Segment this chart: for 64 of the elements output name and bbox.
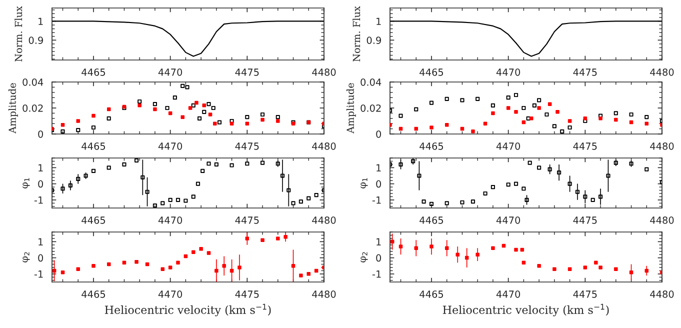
x-tick-label: 4475 <box>573 68 597 76</box>
x-tick-label: 4475 <box>573 142 597 150</box>
x-axis-title: Heliocentric velocity (km s$^{−1}$) <box>104 304 271 316</box>
y-axis-title: φ$_{2}$ <box>22 252 30 262</box>
y-tick-label: 0 <box>38 254 44 262</box>
x-tick-label: 4475 <box>573 216 597 224</box>
y-tick-label: 1 <box>376 164 381 172</box>
x-tick-label: 4470 <box>158 142 182 150</box>
y-tick-label: 0 <box>376 130 382 138</box>
x-tick-label: 4480 <box>312 216 336 224</box>
x-axis-title: Heliocentric velocity (km s$^{−1}$) <box>442 304 609 316</box>
x-tick-label: 4480 <box>312 142 336 150</box>
y-tick-label: 0 <box>38 180 44 188</box>
y-tick-label: 0.02 <box>360 104 381 112</box>
y-axis-title: Amplitude <box>8 83 18 134</box>
x-tick-label: 4475 <box>235 68 259 76</box>
y-tick-label: 0 <box>38 130 44 138</box>
y-tick-label: 0.04 <box>360 78 382 86</box>
x-tick-label: 4465 <box>82 142 106 150</box>
y-tick-label: 1 <box>38 18 43 25</box>
x-tick-label: 4480 <box>650 216 674 224</box>
x-tick-label: 4470 <box>496 68 520 76</box>
y-tick-label: 0.9 <box>366 36 381 44</box>
y-tick-label: 0 <box>376 254 382 262</box>
x-tick-label: 4470 <box>496 142 520 150</box>
x-tick-label: 4470 <box>158 216 182 224</box>
y-tick-label: 1 <box>38 238 43 246</box>
x-tick-label: 4480 <box>650 68 674 76</box>
x-tick-label: 4465 <box>82 68 106 76</box>
x-tick-label: 4465 <box>420 216 444 224</box>
y-tick-label: 0.04 <box>22 78 44 86</box>
x-tick-label: 4475 <box>235 290 259 298</box>
x-tick-label: 4465 <box>82 216 106 224</box>
y-tick-label: 0.9 <box>28 36 43 44</box>
x-tick-label: 4470 <box>496 290 520 298</box>
x-tick-label: 4470 <box>158 68 182 76</box>
y-axis-title: φ$_{1}$ <box>360 178 368 188</box>
x-tick-label: 4480 <box>650 142 674 150</box>
y-axis-title: Norm. Flux <box>352 6 360 62</box>
x-tick-label: 4465 <box>420 290 444 298</box>
y-tick-label: 0 <box>376 180 382 188</box>
x-tick-label: 4475 <box>573 290 597 298</box>
x-tick-label: 4465 <box>420 68 444 76</box>
y-axis-title: φ$_{1}$ <box>22 178 30 188</box>
x-tick-label: 4465 <box>420 142 444 150</box>
y-axis-title: Norm. Flux <box>14 6 22 62</box>
y-tick-label: -1 <box>372 270 381 278</box>
x-tick-label: 4475 <box>235 216 259 224</box>
y-tick-label: 1 <box>376 238 381 246</box>
y-tick-label: 1 <box>376 18 381 25</box>
y-tick-label: 0.02 <box>22 104 43 112</box>
y-axis-title: φ$_{2}$ <box>360 252 368 262</box>
y-tick-label: -1 <box>34 270 43 278</box>
y-tick-label: -1 <box>34 196 43 204</box>
x-tick-label: 4470 <box>158 290 182 298</box>
y-axis-title: Amplitude <box>346 83 356 134</box>
y-tick-label: 1 <box>38 164 43 172</box>
x-tick-label: 4480 <box>650 290 674 298</box>
x-tick-label: 4475 <box>235 142 259 150</box>
x-tick-label: 4465 <box>82 290 106 298</box>
y-tick-label: -1 <box>372 196 381 204</box>
x-tick-label: 4470 <box>496 216 520 224</box>
x-tick-label: 4480 <box>312 68 336 76</box>
x-tick-label: 4480 <box>312 290 336 298</box>
